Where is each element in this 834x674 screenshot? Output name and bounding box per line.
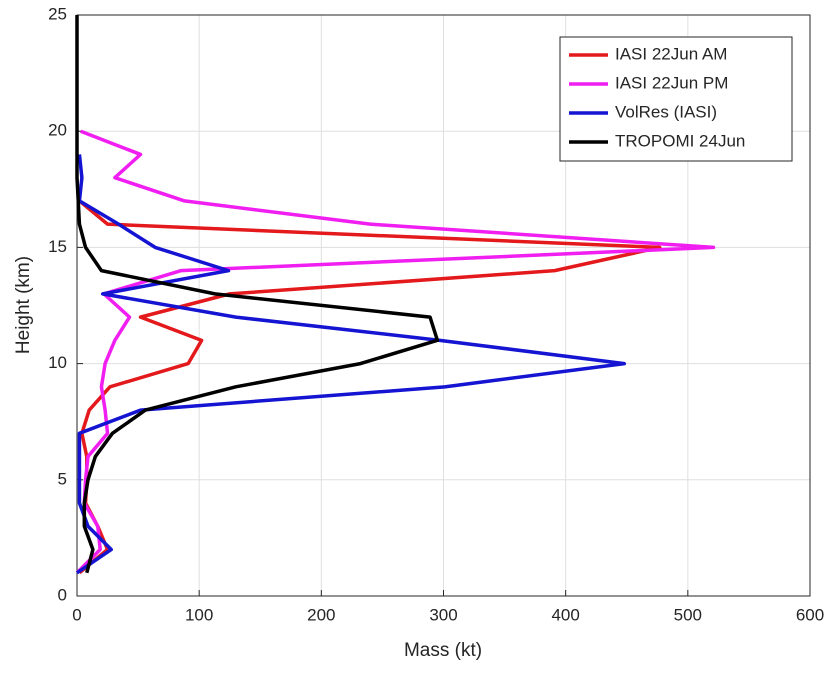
x-tick-label: 200: [307, 605, 335, 624]
legend-label: IASI 22Jun PM: [615, 73, 728, 92]
y-tick-label: 5: [58, 469, 67, 488]
x-tick-label: 400: [551, 605, 579, 624]
series-line: [76, 154, 627, 575]
legend-label: IASI 22Jun AM: [615, 44, 727, 63]
legend-label: VolRes (IASI): [615, 102, 717, 121]
legend-label: TROPOMI 24Jun: [615, 131, 745, 150]
x-tick-label: 300: [429, 605, 457, 624]
x-tick-label: 0: [72, 605, 81, 624]
y-tick-label: 10: [48, 353, 67, 372]
series-line: [78, 199, 662, 575]
y-axis-label: Height (km): [13, 256, 34, 354]
x-axis-label: Mass (kt): [404, 640, 482, 661]
y-tick-label: 20: [48, 121, 67, 140]
y-tick-label: 15: [48, 237, 67, 256]
plot-frame: [76, 14, 811, 597]
x-tick-label: 100: [185, 605, 213, 624]
y-tick-label: 25: [48, 4, 67, 23]
y-tick-label: 0: [58, 585, 67, 604]
series-line: [75, 15, 440, 574]
x-tick-label: 600: [796, 605, 824, 624]
x-tick-label: 500: [674, 605, 702, 624]
